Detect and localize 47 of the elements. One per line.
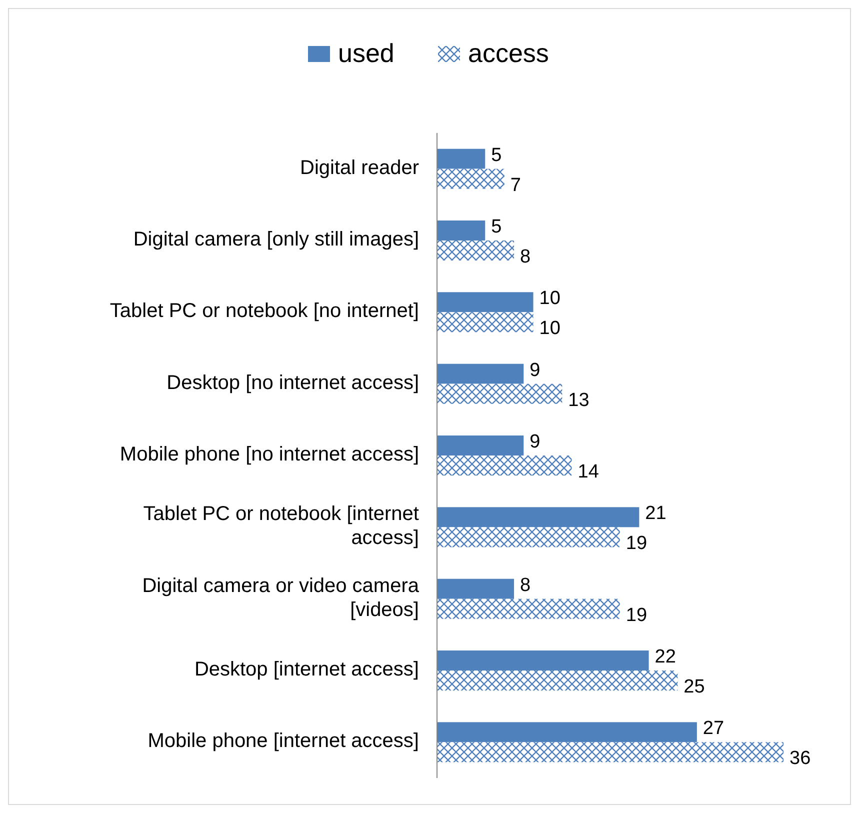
bar xyxy=(437,650,649,670)
data-label: 5 xyxy=(491,144,502,166)
data-label: 19 xyxy=(626,604,648,626)
bar xyxy=(437,527,620,548)
bar xyxy=(437,384,562,404)
data-label: 25 xyxy=(684,676,705,698)
y-tick-label: Desktop [internet access] xyxy=(194,658,419,681)
y-tick-label: Desktop [no internet access] xyxy=(166,372,419,394)
data-label: 22 xyxy=(654,646,676,668)
y-tick-label: Tablet PC or notebook [internet access] xyxy=(143,503,420,550)
data-label: 21 xyxy=(645,503,666,524)
y-tick-label: Mobile phone [internet access] xyxy=(148,730,419,752)
bar xyxy=(437,456,572,476)
data-label: 9 xyxy=(530,360,540,381)
data-label: 14 xyxy=(578,462,600,483)
bar xyxy=(437,364,524,384)
bar xyxy=(437,722,697,742)
bar xyxy=(437,742,784,762)
bar xyxy=(437,507,640,528)
data-label: 19 xyxy=(626,533,648,554)
bar xyxy=(437,312,534,332)
bar xyxy=(437,598,620,619)
y-tick-label: Digital camera [only still images] xyxy=(133,228,419,251)
y-tick-label: Mobile phone [no internet access] xyxy=(120,444,419,466)
bar xyxy=(437,292,534,312)
bar xyxy=(437,240,514,260)
legend-label: access xyxy=(468,38,549,68)
bar xyxy=(437,436,524,456)
data-label: 13 xyxy=(568,390,590,411)
data-label: 36 xyxy=(790,748,811,770)
data-label: 7 xyxy=(510,174,521,196)
data-label: 9 xyxy=(530,432,540,453)
data-label: 10 xyxy=(539,318,560,340)
bar xyxy=(437,220,486,240)
data-label: 8 xyxy=(520,574,531,596)
y-tick-label: Digital reader xyxy=(300,157,420,180)
data-label: 27 xyxy=(702,718,724,740)
bar xyxy=(437,670,678,690)
y-tick-label: Tablet PC or notebook [no internet] xyxy=(110,300,419,322)
bar xyxy=(437,168,504,189)
legend-label: used xyxy=(338,38,394,68)
data-label: 8 xyxy=(520,246,531,268)
y-tick-label: Digital camera or video camera [videos] xyxy=(142,575,420,622)
data-label: 5 xyxy=(491,216,502,238)
bar xyxy=(437,578,514,599)
bar xyxy=(437,148,486,169)
data-label: 10 xyxy=(539,288,560,310)
